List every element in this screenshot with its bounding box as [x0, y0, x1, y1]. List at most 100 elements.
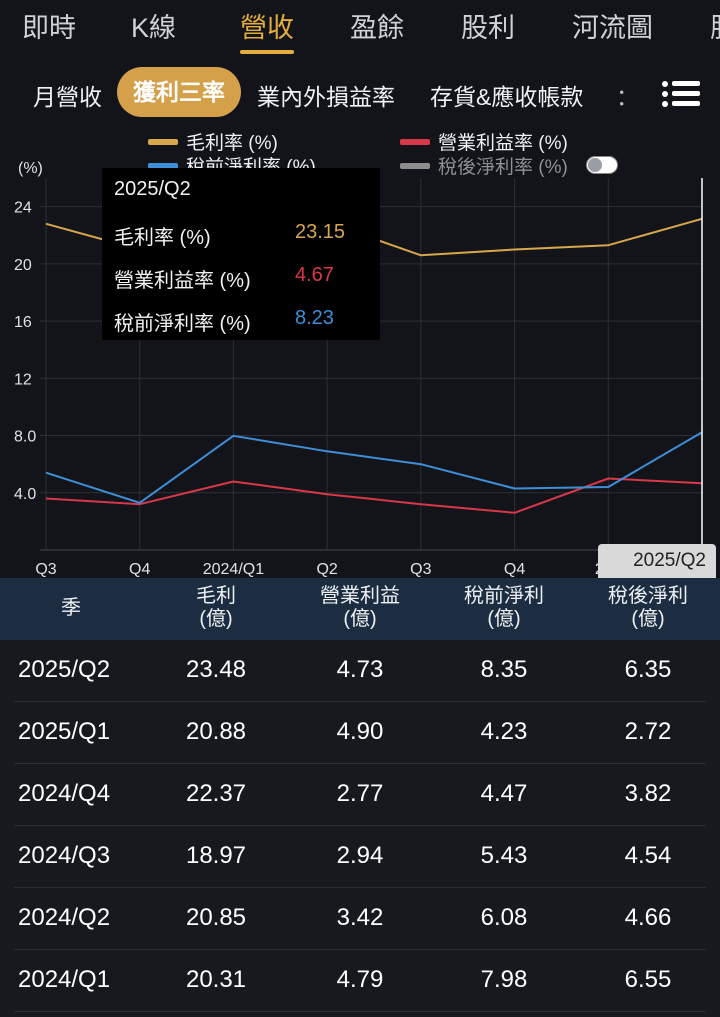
cell-gross-profit: 22.37: [185, 780, 247, 807]
tooltip-label-gross: 毛利率 (%): [114, 227, 211, 249]
x-tick-label: Q3: [35, 561, 56, 578]
y-tick-label: 24: [14, 200, 32, 217]
tooltip-label-operating: 營業利益率 (%): [114, 270, 251, 292]
legend-gross-margin[interactable]: 毛利率 (%): [148, 128, 278, 155]
subtab-non-operating-ratio[interactable]: 業內外損益率: [257, 84, 395, 110]
cell-gross-profit: 20.31: [185, 966, 247, 993]
cell-net-income: 4.54: [624, 842, 672, 869]
cell-operating-income: 3.42: [336, 904, 384, 931]
cell-pretax-income: 8.35: [480, 656, 528, 683]
tab-realtime[interactable]: 即時: [22, 13, 76, 43]
cell-net-income: 6.55: [624, 966, 672, 993]
cell-net-income: 6.35: [624, 656, 672, 683]
tab-fade: [612, 58, 652, 128]
list-menu-icon[interactable]: [662, 80, 702, 108]
tooltip-label-pretax: 稅前淨利率 (%): [114, 313, 251, 335]
cell-operating-income: 4.90: [336, 718, 384, 745]
cell-gross-profit: 18.97: [185, 842, 247, 869]
x-tick-label: Q4: [504, 561, 525, 578]
cell-net-income: 2.72: [624, 718, 672, 745]
legend-swatch-aftertax: [400, 162, 430, 169]
series-line-operating: [45, 477, 703, 514]
crosshair-x-badge: 2025/Q2: [598, 544, 716, 578]
cell-pretax-income: 5.43: [480, 842, 528, 869]
tab-dividend[interactable]: 股利: [461, 13, 515, 43]
cell-quarter: 2025/Q1: [18, 718, 111, 745]
th-operating-income: 營業利益 (億): [320, 585, 400, 630]
row-divider: [14, 701, 706, 702]
y-tick-label: 8.0: [14, 429, 36, 446]
tab-kline[interactable]: K線: [131, 13, 177, 43]
table-row[interactable]: 2025/Q1 20.88 4.90 4.23 2.72: [0, 702, 720, 764]
aftertax-toggle[interactable]: [586, 156, 618, 174]
tooltip-title: 2025/Q2: [114, 178, 191, 200]
legend-swatch-gross: [148, 138, 178, 145]
row-divider: [14, 887, 706, 888]
x-tick-label: 2024/Q1: [203, 561, 264, 578]
subtab-inventory-receivables[interactable]: 存貨&應收帳款: [430, 84, 584, 110]
legend-aftertax-margin[interactable]: 稅後淨利率 (%): [400, 152, 568, 179]
x-tick-label: Q3: [410, 561, 431, 578]
cell-net-income: 4.66: [624, 904, 672, 931]
chart-tooltip: 2025/Q2 毛利率 (%) 23.15 營業利益率 (%) 4.67 稅前淨…: [102, 168, 380, 340]
legend-operating-margin[interactable]: 營業利益率 (%): [400, 128, 568, 155]
table-row[interactable]: 2024/Q2 20.85 3.42 6.08 4.66: [0, 888, 720, 950]
legend-label: 毛利率 (%): [186, 133, 278, 154]
y-tick-label: 20: [14, 257, 32, 274]
legend-swatch-pretax: [148, 162, 178, 169]
tab-earnings[interactable]: 盈餘: [350, 13, 404, 43]
tooltip-value-pretax: 8.23: [295, 307, 334, 329]
table-row[interactable]: 2024/Q4 22.37 2.77 4.47 3.82: [0, 764, 720, 826]
cell-gross-profit: 23.48: [185, 656, 247, 683]
cell-quarter: 2024/Q1: [18, 966, 111, 993]
y-tick-label: 12: [14, 371, 32, 388]
cell-pretax-income: 4.47: [480, 780, 528, 807]
tab-revenue[interactable]: 營收: [240, 13, 294, 43]
th-gross-profit: 毛利 (億): [196, 585, 236, 630]
row-divider: [14, 763, 706, 764]
y-unit-label: (%): [18, 160, 43, 177]
table-body: 2025/Q2 23.48 4.73 8.35 6.35 2025/Q1 20.…: [0, 640, 720, 1017]
th-quarter: 季: [61, 597, 81, 619]
cell-quarter: 2025/Q2: [18, 656, 111, 683]
toggle-knob: [588, 158, 602, 172]
th-net-income: 稅後淨利 (億): [608, 585, 688, 630]
cell-pretax-income: 7.98: [480, 966, 528, 993]
row-divider: [14, 1011, 706, 1012]
subtab-monthly-revenue[interactable]: 月營收: [33, 84, 102, 110]
th-pretax-income: 稅前淨利 (億): [464, 585, 544, 630]
x-tick-label: Q4: [129, 561, 150, 578]
series-line-pretax: [45, 431, 703, 504]
cell-pretax-income: 4.23: [480, 718, 528, 745]
x-tick-label: Q2: [316, 561, 337, 578]
cell-operating-income: 2.77: [336, 780, 384, 807]
table-header: 季 毛利 (億) 營業利益 (億) 稅前淨利 (億) 稅後淨利 (億): [0, 578, 720, 640]
tab-river-chart[interactable]: 河流圖: [572, 13, 653, 43]
cell-operating-income: 2.94: [336, 842, 384, 869]
cell-gross-profit: 20.85: [185, 904, 247, 931]
legend-label: 營業利益率 (%): [438, 133, 568, 154]
active-tab-indicator: [240, 50, 294, 54]
legend-label: 稅後淨利率 (%): [438, 157, 568, 178]
legend-swatch-operating: [400, 138, 430, 145]
tooltip-value-gross: 23.15: [295, 221, 346, 243]
table-row[interactable]: 2025/Q2 23.48 4.73 8.35 6.35: [0, 640, 720, 702]
cell-quarter: 2024/Q4: [18, 780, 111, 807]
cell-operating-income: 4.79: [336, 966, 384, 993]
row-divider: [14, 949, 706, 950]
subtab-profit-ratios[interactable]: 獲利三率: [117, 67, 241, 117]
sub-tab-bar: 月營收 獲利三率 業內外損益率 存貨&應收帳款 ：: [0, 58, 720, 128]
table-row[interactable]: 2024/Q3 18.97 2.94 5.43 4.54: [0, 826, 720, 888]
cell-net-income: 3.82: [624, 780, 672, 807]
cell-quarter: 2024/Q2: [18, 904, 111, 931]
top-tab-bar: 即時 K線 營收 盈餘 股利 河流圖 股: [0, 0, 720, 58]
tab-overflow[interactable]: 股: [710, 6, 720, 45]
cell-operating-income: 4.73: [336, 656, 384, 683]
y-tick-label: 4.0: [14, 486, 36, 503]
cell-pretax-income: 6.08: [480, 904, 528, 931]
cell-quarter: 2024/Q3: [18, 842, 111, 869]
table-row[interactable]: 2024/Q1 20.31 4.79 7.98 6.55: [0, 950, 720, 1012]
y-tick-label: 16: [14, 314, 32, 331]
row-divider: [14, 825, 706, 826]
